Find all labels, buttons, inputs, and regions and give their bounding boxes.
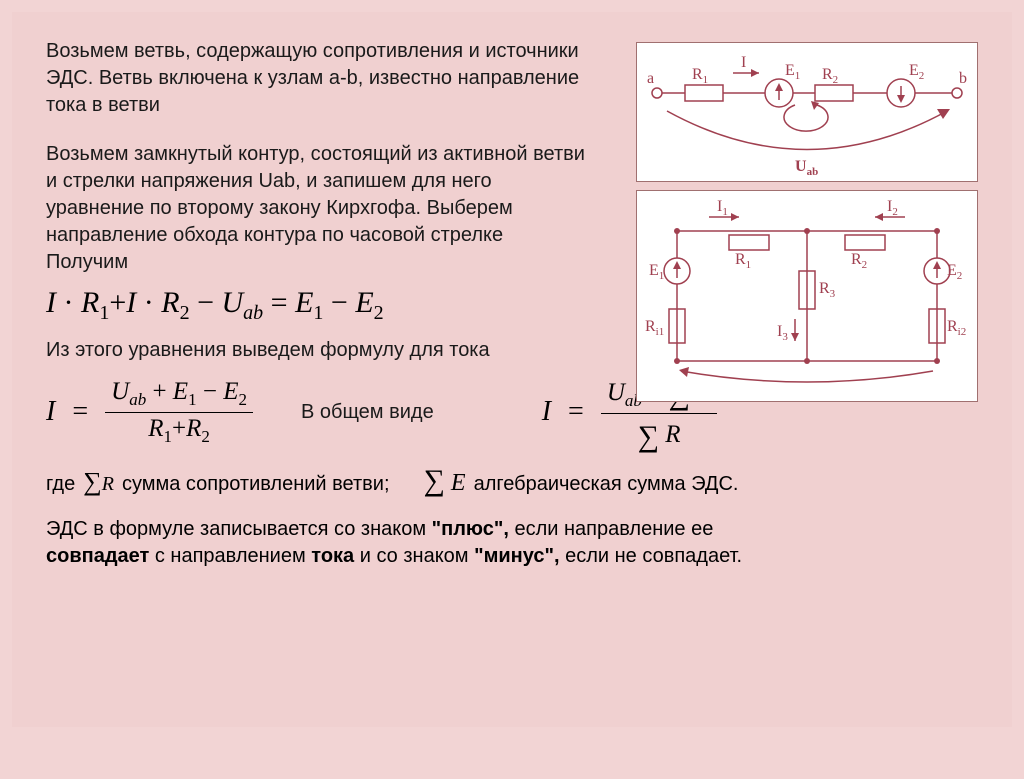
svg-text:Ri2: Ri2 [947, 318, 966, 338]
equation-current-specific: I = Uab + E1 − E2 R1+R2 [46, 378, 253, 447]
slide: Возьмем ветвь, содержащую сопротивления … [12, 12, 1012, 727]
svg-text:I3: I3 [777, 323, 788, 343]
paragraph-1: Возьмем ветвь, содержащую сопротивления … [46, 38, 586, 119]
svg-text:R1: R1 [735, 251, 751, 271]
where-line: где ∑R сумма сопротивлений ветви; ∑ E ал… [46, 464, 978, 498]
svg-text:Ri1: Ri1 [645, 318, 664, 338]
where-r-text: сумма сопротивлений ветви; [122, 473, 390, 496]
paragraph-2-tail: Получим [46, 251, 128, 273]
paragraph-2: Возьмем замкнутый контур, состоящий из а… [46, 141, 586, 276]
svg-text:R2: R2 [851, 251, 867, 271]
figure-branch: a b R1 I E1 R2 E2 [636, 42, 978, 182]
svg-text:E1: E1 [785, 62, 800, 82]
svg-text:I2: I2 [887, 198, 898, 218]
svg-text:E2: E2 [909, 62, 924, 82]
svg-text:E1: E1 [649, 262, 664, 282]
svg-text:R2: R2 [822, 66, 838, 86]
figure-circuit: I1 I2 R1 R2 R3 I3 E1 Ri1 [636, 190, 978, 402]
svg-text:E2: E2 [947, 262, 962, 282]
svg-text:R1: R1 [692, 66, 708, 86]
label-a: a [647, 70, 654, 87]
paragraph-final: ЭДС в формуле записывается со знаком "пл… [46, 516, 978, 570]
paragraph-2-body: Возьмем замкнутый контур, состоящий из а… [46, 143, 585, 246]
where-e-text: алгебраическая сумма ЭДС. [474, 473, 739, 496]
where-lead: где [46, 473, 75, 496]
label-general-form: В общем виде [301, 401, 434, 424]
label-I: I [741, 54, 746, 71]
svg-text:Uab: Uab [795, 158, 818, 178]
svg-text:I1: I1 [717, 198, 728, 218]
label-b: b [959, 70, 967, 87]
svg-text:R3: R3 [819, 280, 836, 300]
